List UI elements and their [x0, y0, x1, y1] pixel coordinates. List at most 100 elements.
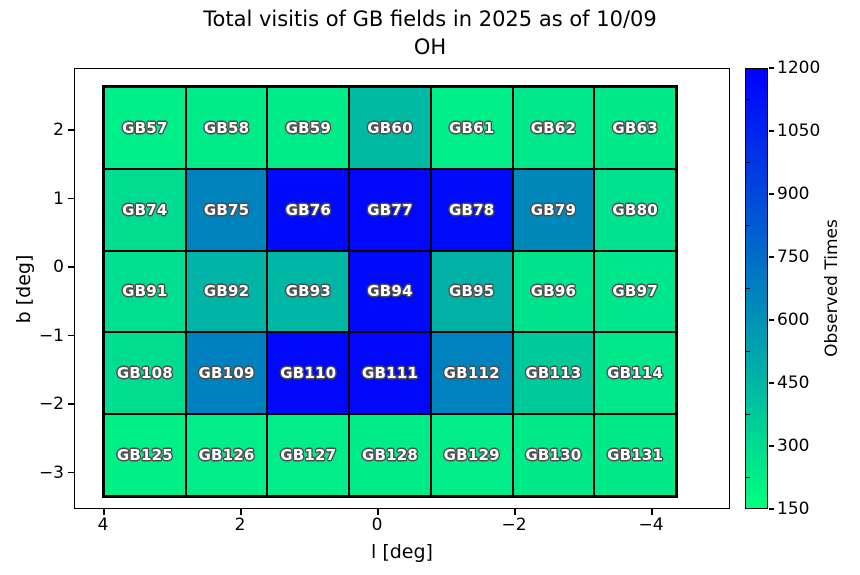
cell-label: GB80: [612, 200, 658, 219]
cell-label: GB92: [203, 282, 250, 301]
colorbar-minor-tick-mark: [746, 162, 750, 163]
x-axis-label: l [deg]: [371, 541, 433, 563]
cell-label: GB125: [116, 446, 173, 465]
heatmap-cell: GB126: [185, 414, 268, 496]
heatmap-cell: GB80: [594, 168, 676, 251]
colorbar-tick-mark: [769, 256, 774, 258]
cell-label: GB131: [607, 446, 664, 465]
heatmap-cell: GB128: [349, 414, 431, 496]
colorbar-minor-tick-mark: [746, 99, 750, 100]
cell-label: GB61: [448, 118, 495, 137]
y-tick-label: 0: [53, 257, 64, 277]
heatmap-cell: GB114: [594, 332, 676, 415]
cell-label: GB62: [530, 118, 577, 137]
colorbar-minor-tick-mark: [746, 414, 750, 415]
cell-label: GB97: [612, 282, 658, 301]
heatmap-cell: GB96: [512, 250, 595, 333]
colorbar-tick-label: 450: [777, 373, 810, 393]
chart-title-line1: Total visitis of GB fields in 2025 as of…: [203, 7, 657, 31]
colorbar-tick-label: 150: [777, 499, 810, 519]
cell-label: GB111: [361, 364, 419, 383]
heatmap-cell: GB60: [349, 87, 431, 169]
heatmap-cell: GB94: [349, 250, 431, 333]
heatmap-cell: GB91: [104, 250, 186, 333]
x-tick-label: −4: [638, 515, 664, 535]
cell-label: GB58: [203, 118, 250, 137]
y-tick-label: −1: [38, 325, 64, 346]
y-tick-mark: [68, 334, 74, 337]
cell-label: GB108: [116, 364, 173, 383]
heatmap-cell: GB130: [512, 414, 595, 496]
cell-label: GB63: [612, 118, 658, 137]
x-tick-mark: [103, 509, 105, 515]
cell-label: GB96: [530, 282, 577, 301]
cell-label: GB109: [198, 364, 255, 383]
colorbar-minor-tick-mark: [746, 225, 750, 226]
colorbar-tick-mark: [769, 193, 774, 195]
heatmap-cell: GB62: [512, 87, 595, 169]
colorbar-tick-label: 900: [777, 184, 810, 204]
x-tick-label: 0: [371, 515, 383, 535]
heatmap-cell: GB63: [594, 87, 676, 169]
colorbar-tick-mark: [769, 508, 774, 510]
heatmap-cell: GB93: [267, 250, 350, 333]
heatmap-cell: GB131: [594, 414, 676, 496]
colorbar-minor-tick-mark: [746, 351, 750, 352]
y-tick-mark: [68, 197, 74, 200]
heatmap-cell: GB108: [104, 332, 186, 415]
colorbar-minor-tick-mark: [746, 288, 750, 289]
chart-title-line2: OH: [413, 35, 447, 60]
heatmap-grid: GB57 GB58 GB59 GB60 GB61 GB62 GB63 GB74 GB75 GB76…: [102, 85, 678, 498]
x-tick-label: −2: [501, 515, 527, 535]
y-tick-label: 2: [53, 120, 64, 140]
heatmap-cell: GB59: [267, 87, 350, 169]
heatmap-cell: GB113: [512, 332, 595, 415]
heatmap-cell: GB110: [267, 332, 350, 415]
cell-label: GB78: [448, 200, 495, 219]
x-tick-label: 4: [97, 515, 109, 535]
cell-label: GB126: [198, 446, 255, 465]
cell-label: GB110: [280, 364, 337, 383]
colorbar-tick-label: 1050: [777, 121, 821, 141]
cell-label: GB59: [285, 118, 331, 137]
y-tick-label: −2: [38, 394, 64, 414]
heatmap-cell: GB78: [430, 168, 513, 251]
cell-label: GB57: [122, 118, 168, 137]
cell-label: GB112: [443, 364, 500, 383]
cell-label: GB113: [525, 364, 582, 383]
cell-label: GB128: [361, 446, 419, 465]
heatmap-cell: GB97: [594, 250, 676, 333]
colorbar-gradient: [745, 68, 768, 509]
x-tick-mark: [514, 509, 516, 515]
colorbar-label: Observed Times: [822, 219, 842, 357]
colorbar-tick-mark: [769, 319, 774, 321]
colorbar-tick-label: 1200: [777, 58, 821, 78]
cell-label: GB74: [122, 200, 168, 219]
cell-label: GB130: [525, 446, 582, 465]
y-tick-mark: [68, 129, 74, 131]
cell-label: GB114: [607, 364, 664, 383]
colorbar-tick-label: 600: [777, 310, 810, 330]
heatmap-cell: GB74: [104, 168, 186, 251]
cell-label: GB75: [203, 200, 250, 219]
chart-title: Total visitis of GB fields in 2025 as of…: [0, 5, 860, 62]
x-tick-mark: [240, 509, 242, 515]
cell-label: GB77: [367, 200, 413, 219]
heatmap-cell: GB129: [430, 414, 513, 496]
y-tick-mark: [68, 471, 74, 474]
cell-label: GB76: [285, 200, 331, 219]
cell-label: GB94: [367, 282, 413, 301]
heatmap-cell: GB61: [430, 87, 513, 169]
colorbar-tick-mark: [769, 445, 774, 447]
heatmap-cell: GB92: [185, 250, 268, 333]
cell-label: GB127: [280, 446, 337, 465]
cell-label: GB91: [122, 282, 168, 301]
heatmap-cell: GB77: [349, 168, 431, 251]
cell-label: GB60: [367, 118, 413, 137]
x-tick-mark: [377, 509, 379, 515]
heatmap-cell: GB57: [104, 87, 186, 169]
heatmap-cell: GB76: [267, 168, 350, 251]
heatmap-cell: GB75: [185, 168, 268, 251]
cell-label: GB95: [448, 282, 495, 301]
